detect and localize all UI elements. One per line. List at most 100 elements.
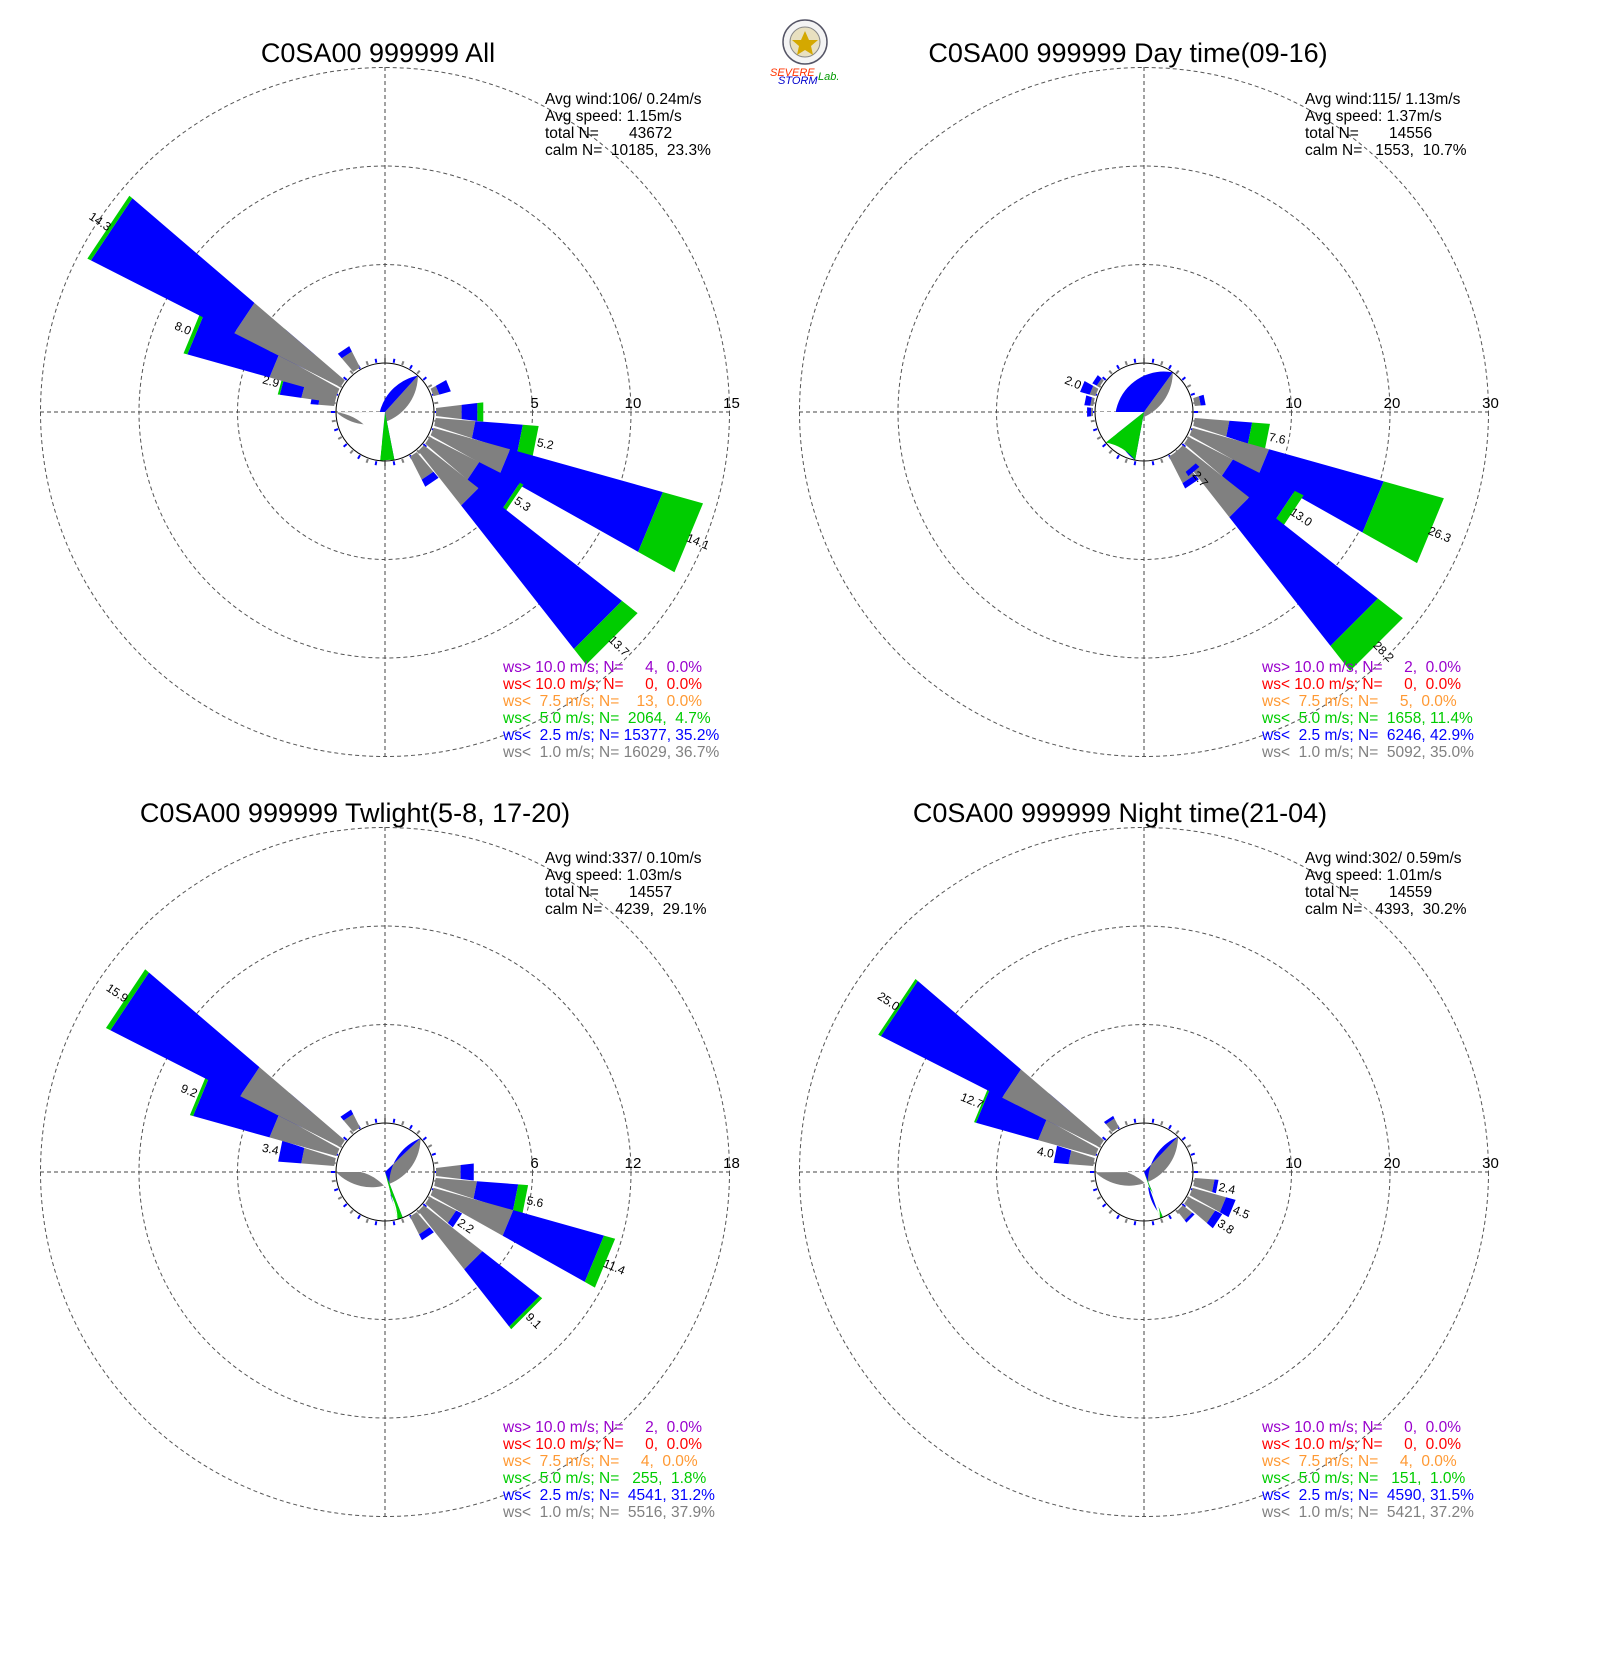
legend-entry: ws< 5.0 m/s; N= 255, 1.8% <box>502 1470 707 1487</box>
chart-title: C0SA00 999999 Night time(21-04) <box>913 798 1327 828</box>
direction-tick <box>422 1203 428 1208</box>
bar-segment <box>1274 490 1304 528</box>
direction-tick <box>422 376 428 381</box>
calm-circle <box>1094 362 1194 462</box>
bar-segment <box>340 1109 354 1121</box>
bar-segment <box>584 1235 616 1288</box>
direction-tick <box>1090 1179 1095 1183</box>
legend-entry: ws< 2.5 m/s; N= 4590, 31.5% <box>1261 1487 1474 1504</box>
direction-tick <box>1151 1118 1155 1123</box>
bar-segment <box>343 1114 360 1132</box>
direction-tick <box>1108 449 1113 455</box>
legend-entry: ws< 1.0 m/s; N= 5421, 37.2% <box>1261 1504 1474 1521</box>
ring-20 <box>897 925 1391 1419</box>
direction-tick <box>1101 1203 1107 1208</box>
chart-title: C0SA00 999999 All <box>261 38 495 68</box>
bar-label: 3.4 <box>261 1141 280 1158</box>
direction-tick <box>365 1120 369 1126</box>
legend-entry: ws< 1.0 m/s; N= 16029, 36.7% <box>502 744 719 761</box>
logo-text-lab: Lab. <box>818 71 839 83</box>
direction-tick <box>342 1203 348 1208</box>
bar-label: 7.6 <box>1268 430 1287 447</box>
ring-10 <box>996 264 1292 560</box>
direction-tick <box>427 1144 433 1148</box>
bar-segment <box>418 1227 434 1241</box>
bar-segment <box>638 492 704 573</box>
bar-segment <box>1221 459 1295 522</box>
direction-tick <box>1151 358 1155 363</box>
ring-label: 5 <box>530 395 538 412</box>
legend-entry: ws< 5.0 m/s; N= 2064, 4.7% <box>502 710 711 727</box>
bar-label: 5.2 <box>536 435 555 452</box>
bar-label: 11.4 <box>601 1256 627 1278</box>
bar-segment <box>90 198 255 334</box>
direction-tick <box>1124 1218 1128 1224</box>
bar-segment <box>430 427 511 475</box>
legend-entry: ws< 7.5 m/s; N= 4, 0.0% <box>502 1453 698 1470</box>
bar-segment <box>1177 1205 1193 1221</box>
direction-tick <box>392 358 396 363</box>
bar-segment <box>974 1087 991 1123</box>
legend-entry: ws< 10.0 m/s; N= 0, 0.0% <box>1261 676 1461 693</box>
bar-segment <box>1053 1145 1072 1165</box>
ring-18 <box>40 827 730 1517</box>
bar-segment <box>471 421 523 453</box>
bar-segment <box>1080 381 1094 395</box>
bar-segment <box>301 1147 336 1166</box>
calm-pie-slice <box>336 1170 398 1220</box>
direction-tick <box>1190 392 1196 396</box>
bar-segment <box>189 1074 210 1117</box>
bar-segment <box>1103 1115 1115 1125</box>
bar-segment <box>1038 1119 1099 1157</box>
legend-entry: ws< 10.0 m/s; N= 0, 0.0% <box>1261 1436 1461 1453</box>
bar-segment <box>1182 474 1199 489</box>
bar-segment <box>1258 449 1384 533</box>
bar-segment <box>430 1187 514 1236</box>
direction-tick <box>1181 1203 1187 1208</box>
direction-tick <box>422 1136 428 1141</box>
ring-label: 18 <box>723 1155 740 1172</box>
bar-segment <box>269 1114 340 1157</box>
direction-tick <box>337 1196 343 1200</box>
direction-tick <box>434 401 439 405</box>
logo-text-severe: SEVERE <box>770 67 815 79</box>
calm-circle <box>335 362 435 462</box>
stats-line: calm N= 1553, 10.7% <box>1305 142 1467 159</box>
bar-segment <box>1068 1150 1095 1166</box>
direction-tick <box>331 1179 336 1183</box>
bar-segment <box>1184 1212 1195 1223</box>
legend-entry: ws< 10.0 m/s; N= 0, 0.0% <box>502 676 702 693</box>
direction-tick <box>427 384 433 388</box>
calm-pie-slice <box>336 1138 421 1188</box>
bar-segment <box>975 1088 1047 1141</box>
direction-tick <box>374 1118 378 1123</box>
direction-tick <box>392 1221 396 1226</box>
legend-entry: ws< 2.5 m/s; N= 6246, 42.9% <box>1261 727 1474 744</box>
bar-segment <box>1193 396 1201 406</box>
stats-line: Avg wind:302/ 0.59m/s <box>1305 850 1462 867</box>
bar-segment <box>1193 1178 1215 1193</box>
legend-entry: ws> 10.0 m/s; N= 4, 0.0% <box>502 659 702 676</box>
bar-segment <box>1090 397 1095 406</box>
wind-rose-panel-3: C0SA00 999999 Twlight(5-8, 17-20) 6 12 18 5.… <box>40 798 740 1521</box>
bar-segment <box>425 1197 457 1224</box>
legend-entry: ws< 7.5 m/s; N= 4, 0.0% <box>1261 1453 1457 1470</box>
stats-line: calm N= 10185, 23.3% <box>545 142 711 159</box>
bar-segment <box>436 1165 461 1179</box>
bar-segment <box>1226 420 1253 444</box>
direction-tick <box>416 1209 421 1215</box>
ring-label: 30 <box>1482 1155 1499 1172</box>
bar-segment <box>502 482 524 513</box>
bar-segment <box>434 1178 478 1199</box>
bar-segment <box>509 1296 543 1330</box>
bar-label: 9.2 <box>179 1081 200 1100</box>
direction-tick <box>342 443 348 448</box>
bar-segment <box>1184 1197 1216 1224</box>
direction-tick <box>1133 1118 1137 1123</box>
bar-segment <box>187 312 279 378</box>
legend-entry: ws> 10.0 m/s; N= 2, 0.0% <box>502 1419 702 1436</box>
direction-tick <box>1186 384 1192 388</box>
ring-label: 12 <box>625 1155 642 1172</box>
ring-5 <box>237 264 533 560</box>
